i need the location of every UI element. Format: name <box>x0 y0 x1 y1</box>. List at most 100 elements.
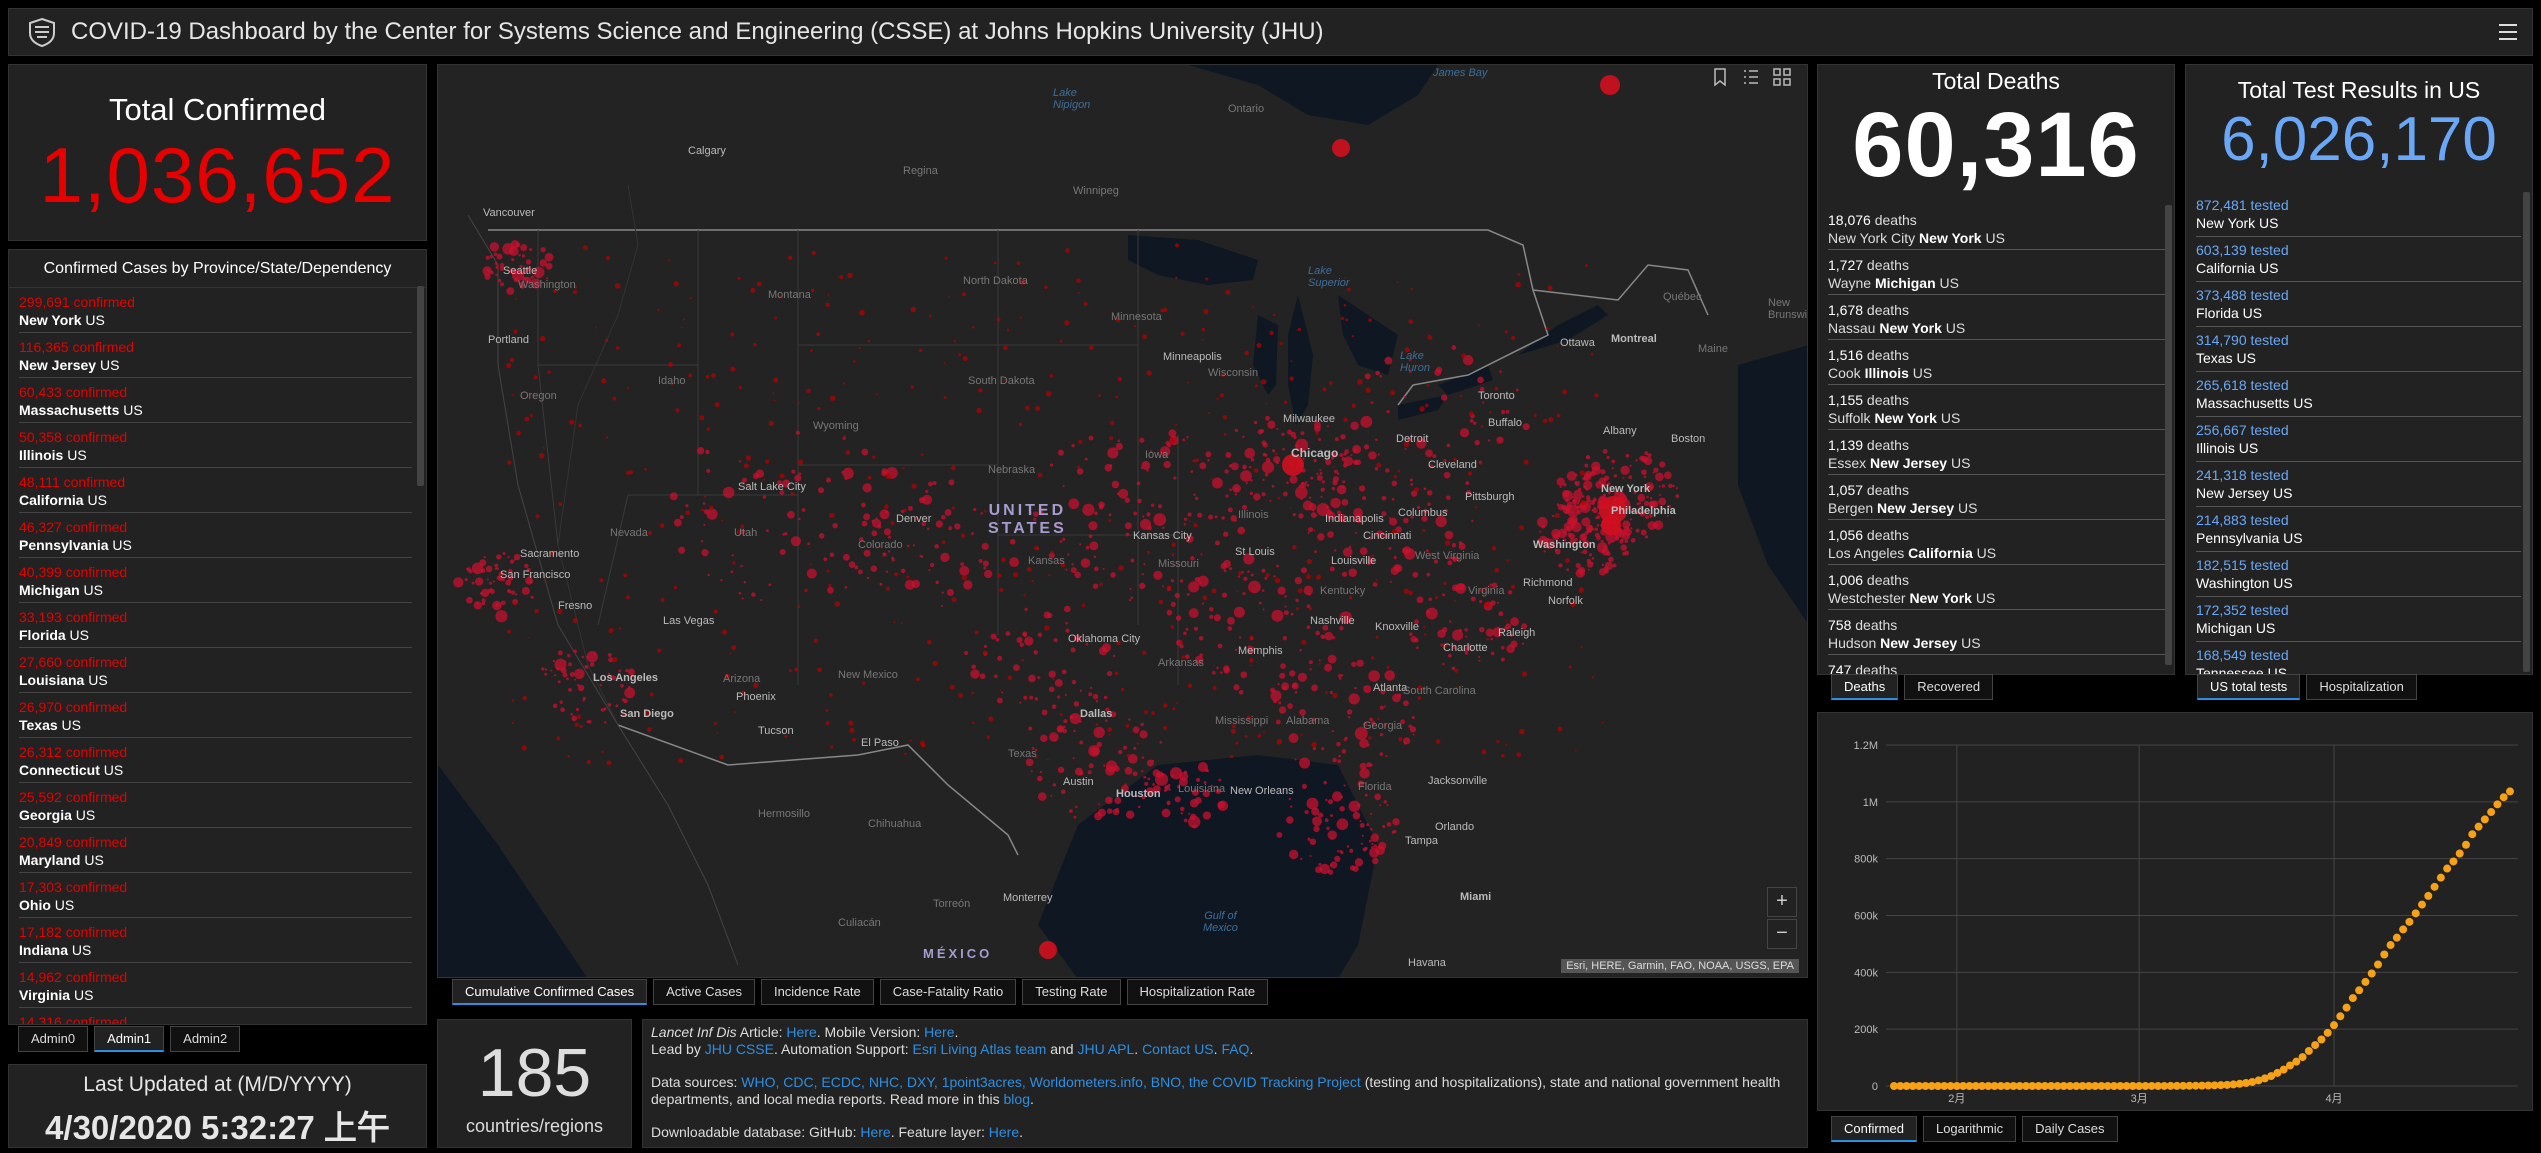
case-marker[interactable] <box>496 253 503 260</box>
case-marker[interactable] <box>1490 637 1494 641</box>
case-marker[interactable] <box>1649 496 1653 500</box>
case-marker[interactable] <box>1311 717 1316 722</box>
case-marker[interactable] <box>1423 626 1426 629</box>
case-marker[interactable] <box>1581 495 1585 498</box>
case-marker[interactable] <box>1477 376 1484 384</box>
case-marker[interactable] <box>1037 792 1047 801</box>
map-tab-case-fatality-ratio[interactable]: Case-Fatality Ratio <box>879 979 1017 1005</box>
case-marker[interactable] <box>1381 495 1387 501</box>
case-marker[interactable] <box>811 250 816 256</box>
case-marker[interactable] <box>526 266 532 272</box>
case-marker[interactable] <box>959 565 970 576</box>
case-marker[interactable] <box>1452 629 1464 641</box>
case-marker[interactable] <box>1099 582 1103 587</box>
case-marker[interactable] <box>1412 571 1419 578</box>
case-marker[interactable] <box>1243 553 1255 565</box>
case-marker[interactable] <box>948 296 951 299</box>
case-marker[interactable] <box>1417 505 1421 510</box>
case-marker[interactable] <box>1338 754 1341 758</box>
case-marker[interactable] <box>1164 784 1171 791</box>
case-marker[interactable] <box>1340 795 1343 799</box>
case-marker[interactable] <box>1163 703 1168 708</box>
case-marker[interactable] <box>1628 475 1633 480</box>
case-marker[interactable] <box>743 580 747 584</box>
case-marker[interactable] <box>1428 597 1432 602</box>
case-marker[interactable] <box>829 395 836 402</box>
case-marker[interactable] <box>1644 451 1649 456</box>
case-marker[interactable] <box>1479 462 1482 465</box>
case-marker[interactable] <box>776 480 783 486</box>
case-marker[interactable] <box>1442 642 1448 649</box>
case-marker[interactable] <box>839 275 844 280</box>
case-marker[interactable] <box>1360 415 1373 428</box>
case-marker[interactable] <box>1294 758 1297 761</box>
case-marker[interactable] <box>862 681 866 685</box>
case-marker[interactable] <box>878 545 881 548</box>
case-marker[interactable] <box>779 548 786 555</box>
case-marker[interactable] <box>1325 458 1332 466</box>
case-marker[interactable] <box>473 569 477 572</box>
case-marker[interactable] <box>1103 695 1108 700</box>
case-marker[interactable] <box>611 675 617 681</box>
case-marker[interactable] <box>541 667 545 671</box>
case-marker[interactable] <box>1547 285 1553 291</box>
case-marker[interactable] <box>1523 459 1529 465</box>
case-marker[interactable] <box>1084 457 1088 461</box>
case-marker[interactable] <box>1057 766 1065 774</box>
case-marker[interactable] <box>1143 710 1148 715</box>
case-marker[interactable] <box>1114 796 1122 804</box>
case-marker[interactable] <box>1258 601 1262 605</box>
case-marker[interactable] <box>528 574 532 578</box>
case-marker[interactable] <box>1256 342 1262 348</box>
case-marker[interactable] <box>1136 481 1141 486</box>
case-marker[interactable] <box>668 259 670 262</box>
case-marker[interactable] <box>1462 354 1474 366</box>
chart-tab-logarithmic[interactable]: Logarithmic <box>1922 1116 2017 1142</box>
case-marker[interactable] <box>1108 733 1111 736</box>
case-marker[interactable] <box>1236 590 1239 593</box>
case-marker[interactable] <box>1501 645 1505 650</box>
case-marker[interactable] <box>784 532 788 536</box>
case-marker[interactable] <box>1254 384 1258 388</box>
case-marker[interactable] <box>507 460 512 465</box>
case-marker[interactable] <box>1137 805 1141 809</box>
case-marker[interactable] <box>935 520 944 528</box>
case-marker[interactable] <box>1315 574 1322 580</box>
case-marker[interactable] <box>997 655 1003 661</box>
case-marker[interactable] <box>885 586 890 591</box>
case-marker[interactable] <box>1332 465 1335 468</box>
case-marker[interactable] <box>1330 497 1341 509</box>
case-marker[interactable] <box>1282 491 1288 497</box>
case-marker[interactable] <box>670 383 674 386</box>
case-marker[interactable] <box>1343 417 1348 422</box>
case-marker[interactable] <box>573 649 577 654</box>
case-marker[interactable] <box>1218 778 1222 782</box>
case-marker[interactable] <box>1324 631 1334 641</box>
case-marker[interactable] <box>1308 606 1313 611</box>
case-marker[interactable] <box>1019 701 1022 704</box>
case-marker[interactable] <box>1641 469 1647 475</box>
case-marker[interactable] <box>1591 508 1594 511</box>
case-marker[interactable] <box>669 492 678 501</box>
case-marker[interactable] <box>1079 543 1082 546</box>
case-marker[interactable] <box>1379 752 1384 757</box>
case-marker[interactable] <box>485 565 493 573</box>
case-marker[interactable] <box>1667 504 1671 509</box>
case-marker[interactable] <box>1118 749 1123 755</box>
case-marker[interactable] <box>1576 505 1580 509</box>
case-marker[interactable] <box>1380 689 1386 695</box>
case-marker[interactable] <box>798 517 801 521</box>
case-marker[interactable] <box>750 287 756 293</box>
case-marker[interactable] <box>1447 560 1453 566</box>
case-marker[interactable] <box>1426 572 1431 577</box>
case-marker[interactable] <box>1364 373 1371 380</box>
case-marker[interactable] <box>817 407 821 411</box>
case-marker[interactable] <box>542 446 545 449</box>
case-marker[interactable] <box>1417 685 1423 691</box>
chart-point[interactable] <box>2204 1081 2213 1090</box>
case-marker[interactable] <box>1479 588 1485 594</box>
case-marker[interactable] <box>1201 338 1204 341</box>
case-marker[interactable] <box>509 559 515 564</box>
case-marker[interactable] <box>1019 316 1022 319</box>
case-marker[interactable] <box>1470 648 1474 652</box>
